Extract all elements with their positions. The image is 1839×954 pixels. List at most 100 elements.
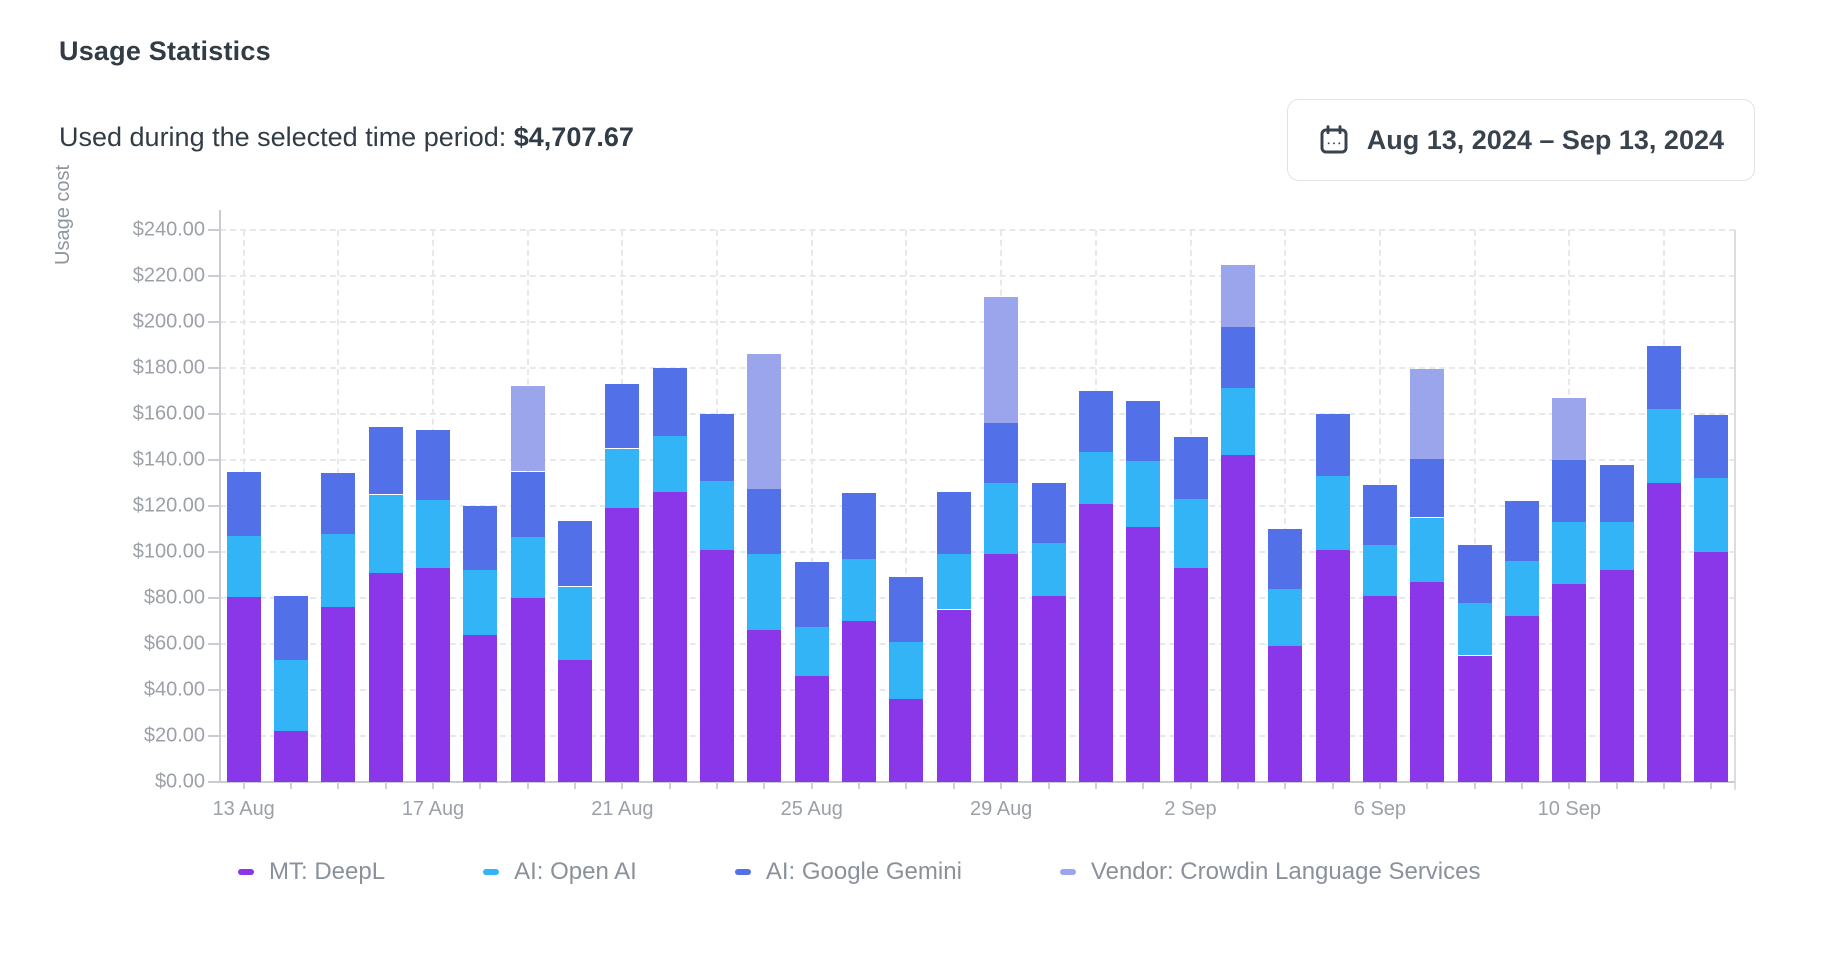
bar-segment[interactable] bbox=[794, 676, 829, 782]
bar-segment[interactable] bbox=[1315, 549, 1350, 782]
bar-segment[interactable] bbox=[510, 471, 545, 538]
bar-segment[interactable] bbox=[226, 596, 261, 782]
bar-segment[interactable] bbox=[274, 731, 309, 782]
bar-segment[interactable] bbox=[747, 630, 782, 782]
bar-segment[interactable] bbox=[1599, 570, 1634, 782]
bar-segment[interactable] bbox=[605, 508, 640, 782]
bar-segment[interactable] bbox=[700, 480, 735, 550]
bar-segment[interactable] bbox=[274, 595, 309, 661]
bar-segment[interactable] bbox=[1646, 345, 1681, 410]
bar-segment[interactable] bbox=[1552, 522, 1587, 585]
bar-segment[interactable] bbox=[510, 386, 545, 472]
bar-segment[interactable] bbox=[889, 577, 924, 642]
bar-segment[interactable] bbox=[984, 483, 1019, 555]
bar-segment[interactable] bbox=[1552, 460, 1587, 523]
bar-segment[interactable] bbox=[984, 296, 1019, 424]
bar-segment[interactable] bbox=[1457, 545, 1492, 603]
bar-segment[interactable] bbox=[1504, 501, 1539, 562]
bar-segment[interactable] bbox=[416, 430, 451, 501]
bar-segment[interactable] bbox=[605, 384, 640, 449]
bar-segment[interactable] bbox=[936, 609, 971, 782]
bar-segment[interactable] bbox=[842, 493, 877, 559]
bar-segment[interactable] bbox=[1410, 517, 1445, 582]
bar-segment[interactable] bbox=[1173, 499, 1208, 569]
bar-segment[interactable] bbox=[226, 471, 261, 536]
bar-segment[interactable] bbox=[368, 494, 403, 573]
bar-segment[interactable] bbox=[416, 500, 451, 569]
bar-segment[interactable] bbox=[1031, 542, 1066, 596]
bar-segment[interactable] bbox=[1646, 409, 1681, 483]
bar-segment[interactable] bbox=[1173, 437, 1208, 500]
bar-segment[interactable] bbox=[1268, 588, 1303, 647]
bar-segment[interactable] bbox=[794, 626, 829, 677]
bar-segment[interactable] bbox=[984, 554, 1019, 782]
bar-segment[interactable] bbox=[463, 506, 498, 571]
bar-segment[interactable] bbox=[700, 549, 735, 782]
bar-segment[interactable] bbox=[1315, 476, 1350, 550]
bar-segment[interactable] bbox=[558, 520, 593, 587]
bar-segment[interactable] bbox=[1220, 387, 1255, 456]
bar-segment[interactable] bbox=[1031, 595, 1066, 782]
bar-segment[interactable] bbox=[1126, 526, 1161, 782]
date-range-picker[interactable]: Aug 13, 2024 – Sep 13, 2024 bbox=[1286, 99, 1755, 181]
bar-segment[interactable] bbox=[321, 533, 356, 608]
bar-segment[interactable] bbox=[794, 562, 829, 627]
bar-segment[interactable] bbox=[1220, 455, 1255, 782]
bar-segment[interactable] bbox=[652, 368, 687, 436]
legend-item[interactable]: Vendor: Crowdin Language Services bbox=[1059, 858, 1480, 886]
bar-segment[interactable] bbox=[1220, 326, 1255, 388]
bar-segment[interactable] bbox=[321, 607, 356, 782]
legend-item[interactable]: MT: DeepL bbox=[238, 858, 385, 886]
bar-segment[interactable] bbox=[368, 426, 403, 495]
bar-segment[interactable] bbox=[274, 660, 309, 732]
bar-segment[interactable] bbox=[1457, 602, 1492, 656]
bar-segment[interactable] bbox=[1315, 414, 1350, 477]
bar-segment[interactable] bbox=[1599, 464, 1634, 523]
bar-segment[interactable] bbox=[1410, 581, 1445, 782]
bar-segment[interactable] bbox=[1504, 616, 1539, 782]
bar-segment[interactable] bbox=[1362, 545, 1397, 596]
bar-segment[interactable] bbox=[936, 554, 971, 610]
bar-segment[interactable] bbox=[1694, 552, 1729, 782]
bar-segment[interactable] bbox=[510, 598, 545, 782]
bar-segment[interactable] bbox=[652, 435, 687, 493]
bar-segment[interactable] bbox=[889, 641, 924, 700]
bar-segment[interactable] bbox=[1078, 391, 1113, 452]
bar-segment[interactable] bbox=[605, 448, 640, 509]
bar-segment[interactable] bbox=[1362, 485, 1397, 546]
bar-segment[interactable] bbox=[1031, 483, 1066, 543]
bar-segment[interactable] bbox=[1220, 264, 1255, 327]
bar-segment[interactable] bbox=[1126, 401, 1161, 462]
bar-segment[interactable] bbox=[1268, 646, 1303, 782]
bar-segment[interactable] bbox=[1126, 461, 1161, 527]
bar-segment[interactable] bbox=[368, 572, 403, 782]
bar-segment[interactable] bbox=[1410, 458, 1445, 518]
bar-segment[interactable] bbox=[842, 621, 877, 782]
bar-segment[interactable] bbox=[1362, 595, 1397, 782]
bar-segment[interactable] bbox=[321, 472, 356, 534]
bar-segment[interactable] bbox=[510, 537, 545, 598]
bar-segment[interactable] bbox=[984, 423, 1019, 483]
bar-segment[interactable] bbox=[747, 554, 782, 631]
legend-item[interactable]: AI: Open AI bbox=[483, 858, 637, 886]
bar-segment[interactable] bbox=[1552, 584, 1587, 782]
bar-segment[interactable] bbox=[936, 492, 971, 555]
bar-segment[interactable] bbox=[700, 414, 735, 481]
bar-segment[interactable] bbox=[1694, 415, 1729, 479]
bar-segment[interactable] bbox=[1694, 478, 1729, 552]
bar-segment[interactable] bbox=[463, 634, 498, 782]
bar-segment[interactable] bbox=[1552, 397, 1587, 460]
bar-segment[interactable] bbox=[1646, 483, 1681, 782]
bar-segment[interactable] bbox=[463, 570, 498, 635]
bar-segment[interactable] bbox=[1268, 529, 1303, 589]
bar-segment[interactable] bbox=[1078, 451, 1113, 504]
bar-segment[interactable] bbox=[652, 492, 687, 782]
bar-segment[interactable] bbox=[1078, 503, 1113, 782]
bar-segment[interactable] bbox=[416, 568, 451, 782]
bar-segment[interactable] bbox=[889, 699, 924, 782]
legend-item[interactable]: AI: Google Gemini bbox=[734, 858, 962, 886]
bar-segment[interactable] bbox=[1599, 522, 1634, 571]
bar-segment[interactable] bbox=[1410, 369, 1445, 459]
bar-segment[interactable] bbox=[747, 488, 782, 555]
bar-segment[interactable] bbox=[558, 660, 593, 782]
